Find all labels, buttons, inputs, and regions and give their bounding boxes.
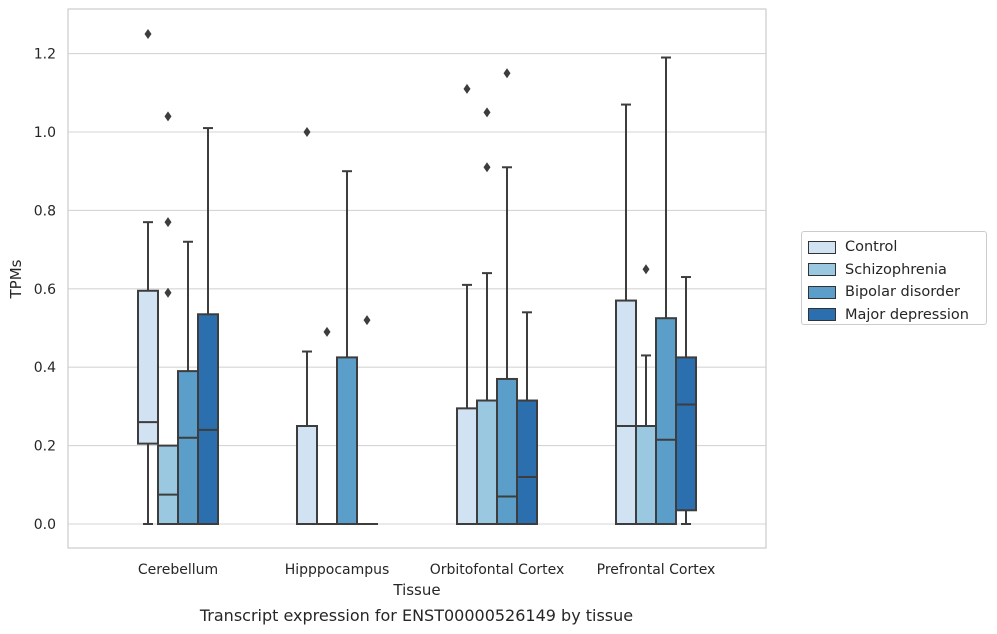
box-group xyxy=(655,56,677,526)
outlier-point xyxy=(503,68,511,79)
box-group xyxy=(635,264,657,525)
box xyxy=(157,444,179,526)
legend-label-control: Control xyxy=(845,239,898,256)
box-group xyxy=(496,68,518,525)
y-tick-label: 1.0 xyxy=(34,125,56,141)
x-tick-label: Orbitofontal Cortex xyxy=(430,562,565,578)
y-axis-label: TPMs xyxy=(7,259,25,299)
box xyxy=(675,356,697,512)
box xyxy=(336,356,358,525)
box-group xyxy=(356,315,378,526)
x-axis-label: Tissue xyxy=(392,581,440,599)
box-group xyxy=(336,170,358,525)
legend-swatch-control xyxy=(808,240,836,254)
box xyxy=(197,313,219,525)
y-tick-label: 0.8 xyxy=(34,203,56,219)
boxplot-boxes xyxy=(137,29,697,526)
outlier-point xyxy=(164,217,172,228)
outlier-point xyxy=(164,111,172,122)
outlier-point xyxy=(463,83,471,94)
box-group xyxy=(157,111,179,526)
box xyxy=(496,377,518,525)
box-group xyxy=(456,83,478,525)
legend-label-major-depression: Major depression xyxy=(845,306,969,323)
box-group xyxy=(197,127,219,525)
chart-caption: Transcript expression for ENST0000052614… xyxy=(199,606,634,625)
box xyxy=(615,299,637,525)
legend-item-major-depression: Major depression xyxy=(808,304,986,327)
x-tick-label: Hipppocampus xyxy=(285,562,390,578)
outlier-point xyxy=(303,127,311,137)
outlier-point xyxy=(144,29,152,39)
outlier-point xyxy=(483,107,491,118)
box-group xyxy=(296,127,318,525)
box-group xyxy=(675,276,697,525)
y-tick-label: 0.6 xyxy=(34,282,56,298)
legend-item-bipolar-disorder: Bipolar disorder xyxy=(808,281,986,304)
box xyxy=(635,425,657,525)
box xyxy=(456,407,478,525)
box xyxy=(476,399,498,525)
box-group xyxy=(177,240,199,525)
y-tick-labels: 0.0 0.2 0.4 0.6 0.8 1.0 1.2 xyxy=(34,47,56,533)
x-tick-label: Cerebellum xyxy=(138,562,218,578)
box xyxy=(296,425,318,525)
box-group xyxy=(476,107,498,525)
outlier-point xyxy=(363,315,371,326)
legend-swatch-schizophrenia xyxy=(808,263,836,277)
box xyxy=(516,399,538,525)
x-tick-label: Prefrontal Cortex xyxy=(597,562,716,578)
y-tick-label: 0.2 xyxy=(34,439,56,455)
y-tick-label: 0.4 xyxy=(34,360,56,376)
outlier-point xyxy=(483,162,491,173)
box-group xyxy=(316,326,338,526)
legend-swatch-bipolar-disorder xyxy=(808,285,836,299)
outlier-point xyxy=(642,264,650,275)
y-tick-label: 0.0 xyxy=(34,517,56,533)
box-group xyxy=(516,311,538,525)
box xyxy=(655,317,677,526)
legend-swatch-major-depression xyxy=(808,308,836,322)
legend-label-bipolar-disorder: Bipolar disorder xyxy=(845,284,960,301)
legend: Control Schizophrenia Bipolar disorder M… xyxy=(801,231,987,325)
plot-area-frame xyxy=(67,8,767,549)
box-group xyxy=(137,29,159,525)
legend-label-schizophrenia: Schizophrenia xyxy=(845,261,947,278)
legend-item-schizophrenia: Schizophrenia xyxy=(808,259,986,282)
outlier-point xyxy=(164,287,172,298)
box xyxy=(137,289,159,445)
box xyxy=(177,370,199,525)
legend-item-control: Control xyxy=(808,236,986,259)
y-tick-label: 1.2 xyxy=(34,47,56,63)
outlier-point xyxy=(323,326,331,337)
x-tick-labels: Cerebellum Hipppocampus Orbitofontal Corte… xyxy=(138,562,715,578)
box-group xyxy=(615,103,637,525)
